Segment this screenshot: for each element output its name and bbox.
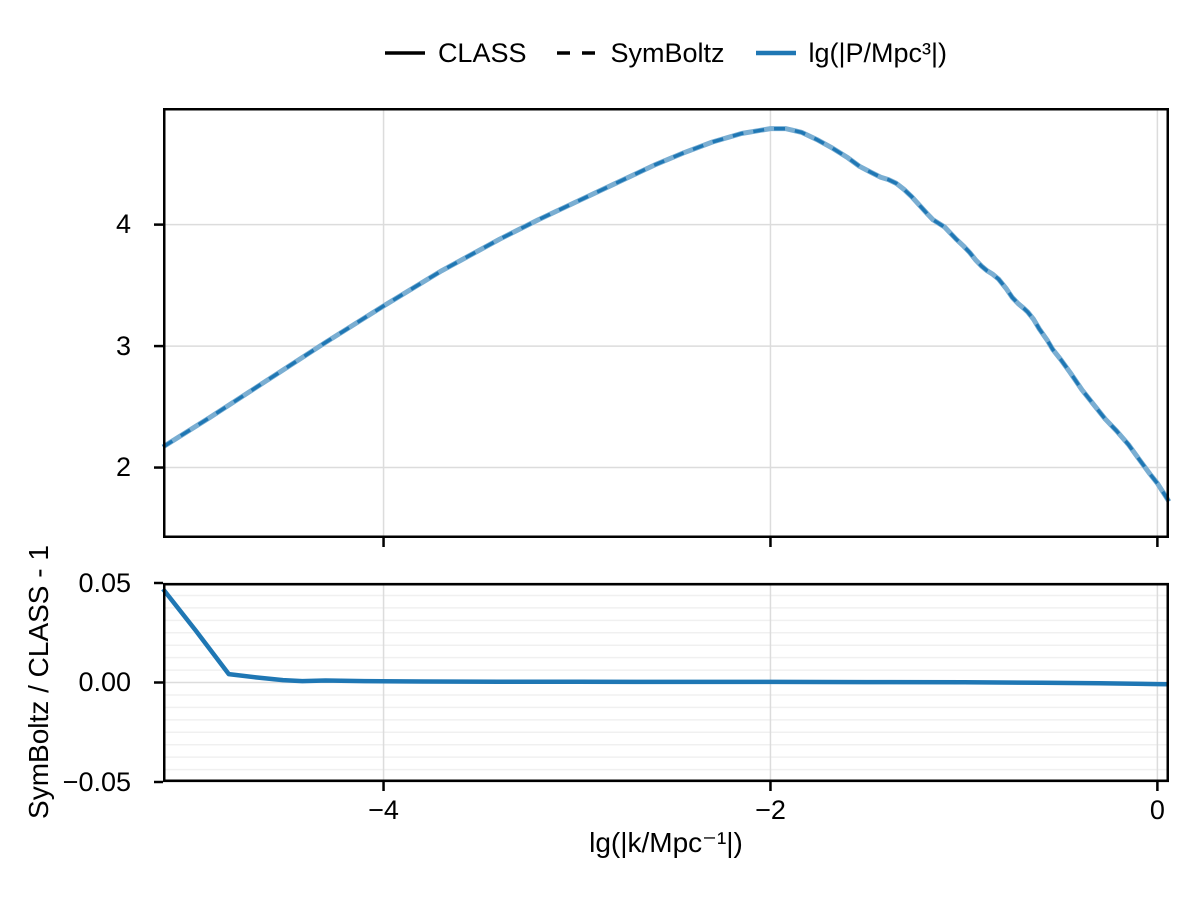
y-tick-label: 2 xyxy=(115,452,131,483)
class-curve xyxy=(161,126,1172,503)
legend-label: SymBoltz xyxy=(610,38,725,68)
y-tick-label: 3 xyxy=(115,330,131,361)
legend-line-sample-solid xyxy=(384,51,425,55)
symboltz-class-1-curve xyxy=(161,587,1170,687)
axes-spine xyxy=(163,108,1169,538)
y-tick-label: −0.05 xyxy=(62,766,131,797)
x-tick-label: −4 xyxy=(368,795,399,825)
symboltz-curve xyxy=(162,126,1171,503)
y-tick-label: 0.05 xyxy=(78,567,131,598)
legend-item-class: CLASS xyxy=(384,33,527,73)
y-tick-label: 4 xyxy=(115,209,131,240)
power-spectrum-panel xyxy=(154,108,1172,547)
legend-label: CLASS xyxy=(437,38,527,68)
residual-panel xyxy=(154,581,1170,791)
legend-item-lg-p-mpc: lg(|P/Mpc³|) xyxy=(755,33,948,73)
power-spectrum-plot xyxy=(154,108,1172,547)
legend-line-sample-solid xyxy=(755,50,796,56)
legend: CLASS SymBoltz lg(|P/Mpc³|) xyxy=(163,33,1169,73)
x-tick-label: −2 xyxy=(755,795,786,825)
legend-line-sample-dashed xyxy=(557,51,598,55)
residual-plot xyxy=(154,581,1170,791)
legend-label: lg(|P/Mpc³|) xyxy=(808,38,948,68)
y-tick-label: 0.00 xyxy=(78,667,131,697)
legend-item-symboltz: SymBoltz xyxy=(557,33,725,73)
x-tick-label: 0 xyxy=(1149,795,1165,825)
axes-spine xyxy=(163,583,1169,782)
x-axis-label: lg(|k/Mpc⁻¹|) xyxy=(589,827,743,858)
